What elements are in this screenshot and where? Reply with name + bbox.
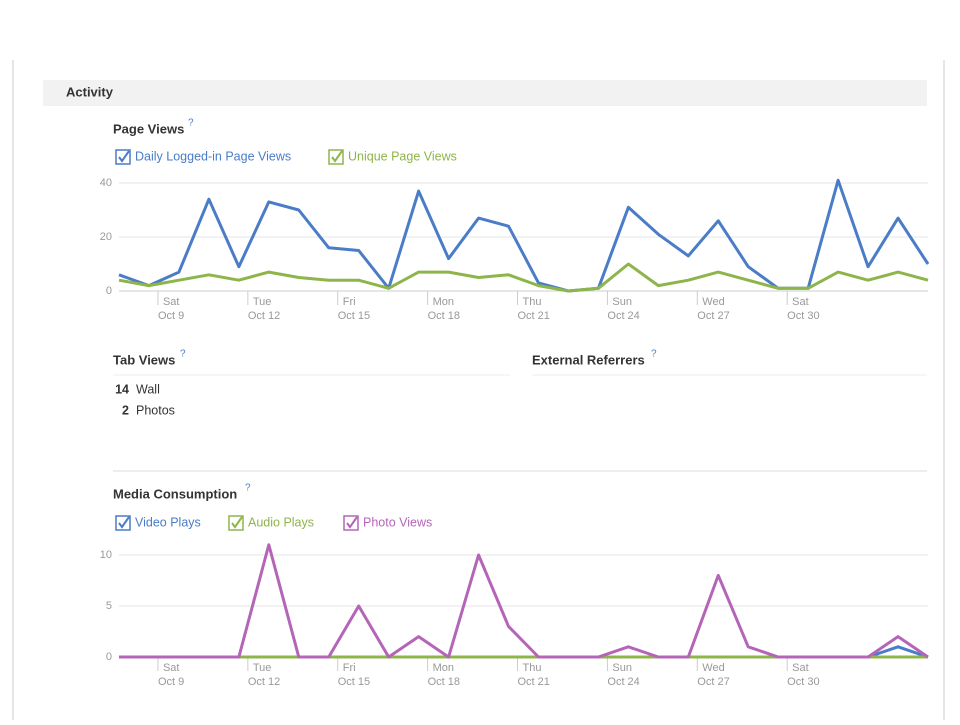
checkmark xyxy=(118,516,130,529)
x-tick-date: Oct 27 xyxy=(697,310,729,322)
x-tick-date: Oct 9 xyxy=(158,310,184,322)
x-tick-day: Wed xyxy=(702,662,724,674)
x-tick-date: Oct 30 xyxy=(787,310,819,322)
x-tick-date: Oct 27 xyxy=(697,676,729,688)
x-tick-day: Tue xyxy=(253,662,272,674)
x-tick-day: Sat xyxy=(792,296,809,308)
x-tick-day: Sat xyxy=(163,662,180,674)
help[interactable]: ? xyxy=(651,349,657,360)
y-tick-label: 0 xyxy=(106,285,112,297)
line xyxy=(119,543,929,659)
section-header xyxy=(43,80,927,106)
x-tick-day: Mon xyxy=(433,296,454,308)
line xyxy=(118,262,929,293)
checkmark xyxy=(231,516,243,529)
x-tick-date: Oct 18 xyxy=(428,310,460,322)
checkmark xyxy=(331,150,343,163)
chart-title: Media Consumption xyxy=(113,486,237,501)
legend-label[interactable]: Unique Page Views xyxy=(348,149,457,163)
x-tick-day: Tue xyxy=(253,296,272,308)
y-tick-label: 5 xyxy=(106,600,112,612)
referrers-title: External Referrers xyxy=(532,352,645,367)
help[interactable]: ? xyxy=(245,483,251,494)
x-tick-day: Thu xyxy=(523,296,542,308)
x-tick-day: Thu xyxy=(523,662,542,674)
line xyxy=(118,178,930,293)
chart-title: Page Views xyxy=(113,121,184,136)
tab-count: 14 xyxy=(115,382,129,396)
x-tick-day: Wed xyxy=(702,296,724,308)
legend-label[interactable]: Photo Views xyxy=(363,515,432,529)
x-tick-day: Sun xyxy=(612,296,632,308)
x-tick-day: Mon xyxy=(433,662,454,674)
y-tick-label: 20 xyxy=(100,231,112,243)
x-tick-day: Sat xyxy=(163,296,180,308)
x-tick-date: Oct 21 xyxy=(518,310,550,322)
checkmark xyxy=(118,150,130,163)
legend-label[interactable]: Audio Plays xyxy=(248,515,314,529)
help[interactable]: ? xyxy=(180,349,186,360)
y-tick-label: 10 xyxy=(100,549,112,561)
x-tick-day: Fri xyxy=(343,296,356,308)
section-title: Activity xyxy=(66,84,114,99)
x-tick-date: Oct 21 xyxy=(518,676,550,688)
legend-label[interactable]: Daily Logged-in Page Views xyxy=(135,149,291,163)
legend-label[interactable]: Video Plays xyxy=(135,515,201,529)
y-tick-label: 0 xyxy=(106,651,112,663)
x-tick-day: Fri xyxy=(343,662,356,674)
tab-label[interactable]: Photos xyxy=(136,403,175,417)
tab-count: 2 xyxy=(122,403,129,417)
x-tick-date: Oct 12 xyxy=(248,310,280,322)
checkmark xyxy=(346,516,358,529)
x-tick-date: Oct 9 xyxy=(158,676,184,688)
x-tick-date: Oct 15 xyxy=(338,676,370,688)
x-tick-date: Oct 30 xyxy=(787,676,819,688)
x-tick-date: Oct 12 xyxy=(248,676,280,688)
x-tick-date: Oct 15 xyxy=(338,310,370,322)
x-tick-date: Oct 24 xyxy=(607,310,639,322)
x-tick-date: Oct 18 xyxy=(428,676,460,688)
tab-views-title: Tab Views xyxy=(113,352,175,367)
help[interactable]: ? xyxy=(188,118,194,129)
tab-label[interactable]: Wall xyxy=(136,382,160,396)
x-tick-day: Sat xyxy=(792,662,809,674)
y-tick-label: 40 xyxy=(100,177,112,189)
x-tick-date: Oct 24 xyxy=(607,676,639,688)
x-tick-day: Sun xyxy=(612,662,632,674)
